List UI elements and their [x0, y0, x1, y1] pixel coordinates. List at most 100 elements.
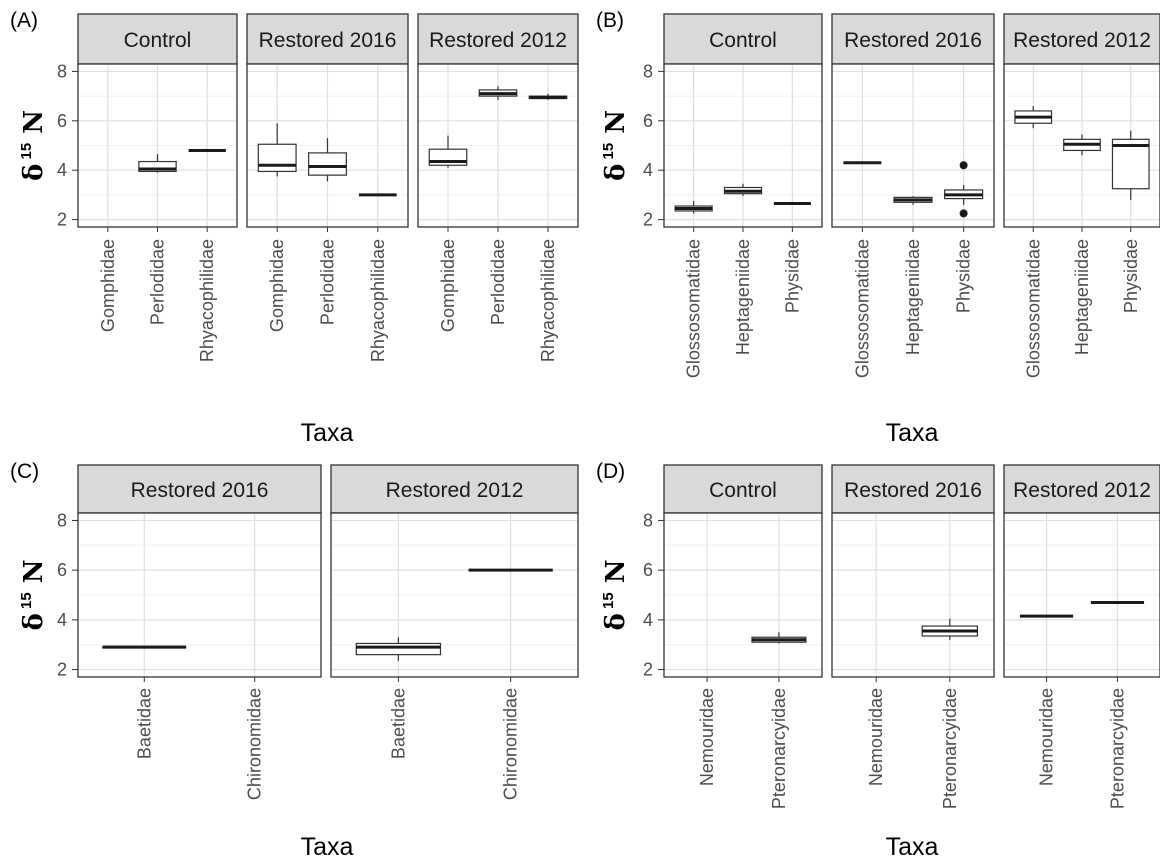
box-baetidae: [102, 645, 187, 649]
panel-a: (A) δ 15 N 2 4 6 8 Taxa Control Gomphidae Perlodi…: [10, 9, 579, 447]
box-physidae: [1111, 130, 1150, 200]
y-tick-label: 4: [643, 160, 653, 180]
y-axis-element: N: [601, 559, 631, 592]
y-axis-title: δ 15 N: [18, 559, 49, 630]
panel-label: (C): [10, 460, 39, 483]
box-body: [1111, 138, 1150, 190]
facet-strip: [663, 13, 823, 65]
y-tick-label: 8: [57, 510, 67, 530]
y-tick-label: 4: [57, 610, 67, 630]
panel-border: [831, 512, 995, 678]
x-tick-label: Glossosomatidae: [852, 239, 872, 378]
x-tick-label: Nemouridae: [1037, 688, 1057, 786]
facet-title: Restored 2012: [429, 29, 567, 52]
box-body: [355, 642, 442, 656]
x-tick-label: Heptageniidae: [1072, 239, 1092, 355]
x-tick-label: Rhyacophilidae: [368, 239, 388, 362]
x-tick-label: Gomphidae: [98, 239, 118, 332]
box-perlodidae: [478, 86, 518, 100]
panel-d: (D) δ 15 N 2 4 6 8 Taxa Control Nemouridae Pteron…: [596, 460, 1160, 860]
x-tick-label: Chironomidae: [245, 688, 265, 800]
x-tick-label: Perlodidae: [318, 239, 338, 325]
facet-strip: [831, 464, 995, 514]
y-tick-label: 6: [643, 560, 653, 580]
facet-strip: [663, 464, 823, 514]
box-rhyacophilidae: [528, 93, 568, 100]
y-tick-label: 4: [57, 160, 67, 180]
facet-title: Restored 2012: [1013, 29, 1151, 52]
y-tick-label: 6: [57, 111, 67, 131]
facet-title: Control: [709, 479, 777, 502]
box-body: [138, 160, 177, 173]
x-axis-title: Taxa: [301, 419, 354, 447]
y-tick-label: 2: [57, 660, 67, 680]
y-axis-superscript: 15: [18, 143, 35, 164]
outlier-point: [959, 209, 968, 218]
y-axis-symbol: δ: [601, 164, 631, 181]
x-tick-label: Nemouridae: [866, 688, 886, 786]
facet-control: Control Nemouridae Pteronarcyidae: [663, 464, 823, 809]
x-tick-label: Pteronarcyidae: [940, 688, 960, 809]
y-axis-symbol: δ: [19, 164, 49, 181]
facet-title: Restored 2016: [844, 29, 982, 52]
box-body: [257, 143, 297, 173]
x-tick-label: Gomphidae: [267, 239, 287, 332]
facet-control: Control Gomphidae Perlodidae Rhyacophilidae: [77, 13, 238, 362]
outlier-point: [959, 161, 968, 170]
x-tick-label: Heptageniidae: [903, 239, 923, 355]
y-axis-superscript: 15: [18, 592, 35, 613]
box-glossosomatidae: [674, 201, 713, 214]
box-heptageniidae: [1063, 134, 1101, 156]
panel-b: (B) δ 15 N 2 4 6 8 Taxa Control Glossosomatidae H…: [596, 9, 1160, 447]
box-heptageniidae: [893, 196, 933, 205]
box-heptageniidae: [723, 183, 763, 197]
x-tick-label: Baetidae: [134, 688, 154, 759]
box-gomphidae: [428, 135, 468, 168]
box-physidae: [944, 161, 984, 218]
y-axis-element: N: [19, 110, 49, 143]
y-tick-label: 6: [643, 111, 653, 131]
y-tick-label: 8: [643, 61, 653, 81]
x-tick-label: Rhyacophilidae: [197, 239, 217, 362]
y-tick-label: 2: [643, 660, 653, 680]
x-tick-label: Baetidae: [388, 688, 408, 759]
y-axis-element: N: [19, 559, 49, 592]
facet-restored-2016: Restored 2016 Nemouridae Pteronarcyidae: [831, 464, 995, 809]
x-tick-label: Pteronarcyidae: [1107, 688, 1127, 809]
facet-restored-2012: Restored 2012 Gomphidae Perlodidae Rhyacoph…: [417, 13, 579, 362]
facet-control: Control Glossosomatidae Heptageniidae Physi…: [663, 13, 823, 378]
box-glossosomatidae: [1014, 105, 1053, 129]
box-pteronarcyidae: [921, 618, 979, 640]
y-axis-superscript: 15: [600, 592, 617, 613]
y-tick-label: 2: [57, 210, 67, 230]
facet-strip: [77, 464, 322, 514]
panel-label: (D): [596, 460, 625, 483]
facet-strip: [1003, 464, 1160, 514]
facet-strip: [330, 464, 579, 514]
x-tick-label: Chironomidae: [501, 688, 521, 800]
box-perlodidae: [138, 154, 177, 173]
facet-title: Restored 2016: [131, 479, 269, 502]
facet-title: Restored 2012: [386, 479, 524, 502]
x-tick-label: Physidae: [1121, 239, 1141, 313]
y-axis-element: N: [601, 110, 631, 143]
facet-restored-2012: Restored 2012 Glossosomatidae Heptageniida…: [1003, 13, 1160, 378]
y-tick-label: 6: [57, 560, 67, 580]
facet-restored-2012: Restored 2012 Baetidae Chironomidae: [330, 464, 579, 800]
box-baetidae: [355, 637, 442, 661]
y-tick-label: 8: [643, 510, 653, 530]
y-axis-superscript: 15: [600, 143, 617, 164]
y-axis-symbol: δ: [601, 613, 631, 630]
facet-restored-2016: Restored 2016 Glossosomatidae Heptageniida…: [831, 13, 995, 378]
facet-title: Restored 2016: [259, 29, 397, 52]
x-tick-label: Glossosomatidae: [1023, 239, 1043, 378]
y-tick-label: 8: [57, 61, 67, 81]
y-tick-label: 2: [643, 210, 653, 230]
y-axis-title: δ 15 N: [18, 110, 49, 181]
panel-label: (B): [596, 9, 624, 32]
box-body: [308, 152, 347, 176]
panel-border: [663, 512, 823, 678]
y-tick-label: 4: [643, 610, 653, 630]
facet-restored-2012: Restored 2012 Nemouridae Pteronarcyidae: [1003, 464, 1160, 809]
